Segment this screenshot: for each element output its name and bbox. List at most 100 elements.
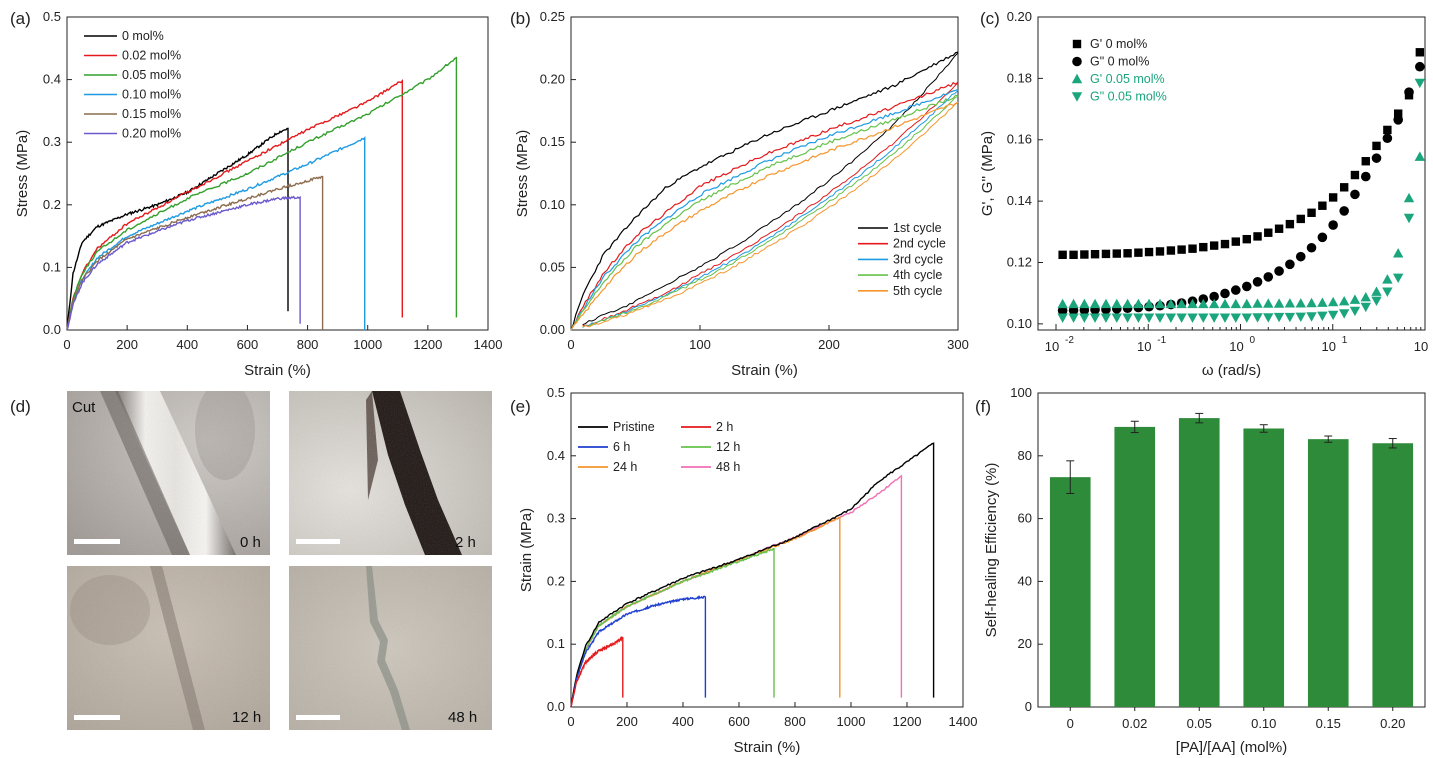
data-point-circle (1274, 266, 1284, 276)
legend-label: 24 h (613, 460, 637, 474)
panel-label-f: (f) (975, 397, 991, 416)
data-point-square (1101, 249, 1111, 259)
data-point-triangle-up (1371, 286, 1382, 296)
legend-label: Pristine (613, 420, 655, 434)
y-tick-label: 0.0 (547, 699, 565, 714)
data-point-triangle-up (1252, 298, 1263, 308)
time-label-12h: 12 h (232, 709, 261, 726)
data-point-square (1372, 141, 1381, 151)
scale-bar-shape (296, 539, 340, 544)
series-line-0-mol- (66, 127, 289, 331)
data-point-triangle-down (1100, 313, 1112, 323)
x-tick-label: 1400 (949, 714, 978, 729)
data-point-triangle-down (1154, 313, 1166, 323)
x-tick-label: 0.15 (1316, 716, 1341, 731)
data-point-triangle-up (1068, 298, 1079, 309)
data-point-circle (1393, 114, 1403, 125)
data-point-triangle-up (1327, 296, 1339, 307)
unloading-curve (582, 52, 959, 326)
y-tick-label: 0.5 (547, 385, 565, 400)
data-point-circle (1317, 232, 1328, 243)
legend-label: 6 h (613, 440, 630, 454)
y-tick-label: 100 (1010, 385, 1032, 400)
data-point-square (1112, 249, 1121, 258)
data-point-triangle-down (1071, 92, 1083, 102)
data-point-triangle-up (1187, 298, 1198, 309)
x-tick-label: 0 (63, 337, 70, 352)
y-tick-label: 0.1 (43, 259, 61, 274)
data-point-triangle-down (1241, 313, 1252, 323)
data-point-square (1307, 208, 1316, 217)
data-point-triangle-up (1071, 73, 1083, 84)
data-point-circle (1252, 277, 1263, 287)
x-tick-label: 10 (1229, 339, 1243, 354)
x-tick-label: 800 (784, 714, 806, 729)
micrograph-2h: 2 h (289, 391, 492, 555)
y-tick-label: 0.14 (1007, 193, 1032, 208)
data-point-triangle-up (1230, 298, 1241, 309)
panel-label-b: (b) (510, 9, 531, 28)
loading-curve (570, 89, 959, 331)
data-point-triangle-down (1382, 287, 1393, 297)
micrograph-grain-texture (67, 566, 270, 730)
plot-frame (570, 392, 964, 708)
y-tick-label: 0.2 (43, 197, 61, 212)
data-point-triangle-up (1241, 298, 1252, 309)
y-tick-label: 0.2 (547, 573, 565, 588)
data-point-square (1209, 241, 1219, 250)
loading-curve (570, 51, 959, 331)
x-axis-label: Strain (%) (731, 362, 798, 379)
data-point-circle (1328, 220, 1338, 230)
data-point-triangle-down (1089, 313, 1101, 323)
series-line-0-02-mol- (66, 79, 403, 331)
x-tick-label: 10 (1414, 339, 1428, 354)
panel-label-a: (a) (10, 9, 31, 28)
data-point-circle (1295, 251, 1306, 262)
data-point-triangle-down (1187, 313, 1198, 323)
data-point-circle (1360, 171, 1371, 182)
data-point-triangle-down (1273, 312, 1285, 323)
data-point-circle (1072, 56, 1082, 67)
data-point-triangle-up (1154, 298, 1166, 309)
x-axis-label: ω (rad/s) (1202, 362, 1261, 379)
x-axis-label: Strain (%) (734, 739, 801, 756)
chart-b-cyclic-loading: 0.00 0.05 0.10 0.15 0.20 0.25 Strain (%) Stress… (514, 9, 969, 379)
data-point-square (1264, 228, 1273, 237)
data-point-square (1199, 242, 1208, 252)
bar-0.02 (1114, 426, 1156, 707)
data-point-square (1220, 239, 1230, 249)
data-point-triangle-up (1382, 274, 1393, 284)
data-point-circle (1209, 291, 1219, 302)
x-tick-label: 10 (1045, 339, 1059, 354)
x-tick-label: 200 (818, 337, 840, 352)
bar-0.15 (1307, 439, 1349, 707)
data-point-circle (1263, 272, 1274, 282)
x-tick-label: 800 (297, 337, 319, 352)
data-point-triangle-down (1068, 313, 1079, 323)
data-point-triangle-down (1392, 273, 1404, 284)
data-point-square (1361, 157, 1370, 166)
legend-label: G' 0.05 mol% (1090, 72, 1165, 86)
y-tick-label: 40 (1018, 573, 1032, 588)
data-point-triangle-up (1079, 298, 1090, 309)
plot-frame (66, 16, 489, 331)
data-point-square (1069, 250, 1078, 260)
data-point-triangle-down (1230, 313, 1241, 323)
x-tick-exponent: -1 (1157, 335, 1166, 346)
x-tick-label: 10 (1322, 339, 1336, 354)
y-tick-label: 0.10 (1007, 316, 1032, 331)
x-tick-label: 400 (672, 714, 694, 729)
x-tick-label: 200 (616, 714, 638, 729)
data-point-triangle-down (1252, 313, 1263, 323)
scale-bar-shape (74, 539, 120, 544)
y-axis-label: G', G'' (MPa) (979, 131, 996, 216)
micrograph-grain-texture (67, 391, 270, 555)
y-tick-label: 0.3 (43, 134, 61, 149)
data-point-triangle-up (1317, 297, 1328, 307)
y-tick-label: 0.4 (43, 72, 61, 87)
data-point-triangle-up (1100, 298, 1112, 309)
y-tick-label: 0.05 (540, 259, 565, 274)
data-point-triangle-down (1079, 313, 1090, 323)
x-tick-label: 1400 (474, 337, 503, 352)
